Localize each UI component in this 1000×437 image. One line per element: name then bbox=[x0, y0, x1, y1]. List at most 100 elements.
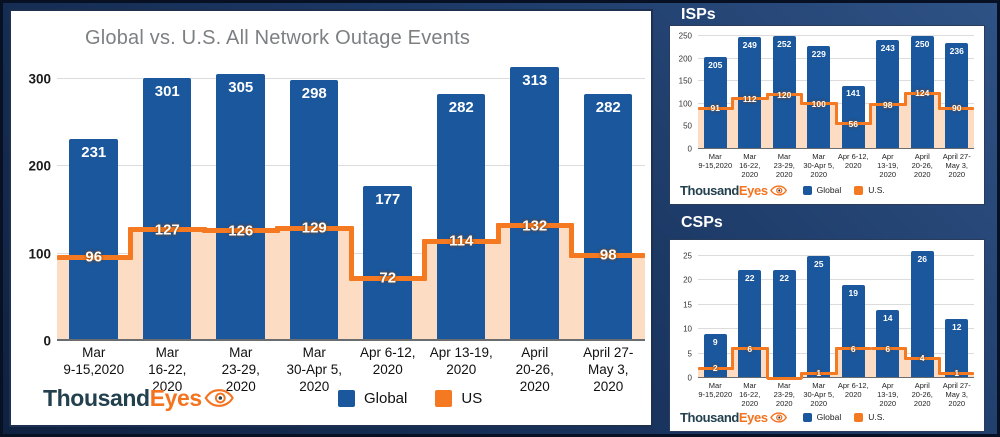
x-axis-label: Mar 9-15,2020 bbox=[698, 381, 733, 399]
gridline bbox=[698, 328, 974, 330]
us-step-line-segment bbox=[801, 102, 836, 106]
bar-value-label: 305 bbox=[228, 79, 254, 97]
bar-value-label: 249 bbox=[742, 39, 757, 50]
us-value-label: 6 bbox=[747, 343, 753, 354]
bar-global bbox=[363, 186, 412, 341]
x-axis-label: April 20-26, 2020 bbox=[515, 345, 554, 394]
bar-value-label: 14 bbox=[883, 312, 893, 323]
bar-value-label: 250 bbox=[915, 39, 930, 50]
us-legend-swatch bbox=[435, 389, 453, 407]
x-axis-label: Apr 13-19, 2020 bbox=[877, 152, 899, 179]
bar-global bbox=[142, 77, 192, 341]
global-legend-swatch bbox=[338, 389, 355, 407]
us-step-line-segment bbox=[939, 106, 974, 110]
isps-panel-title: ISPs bbox=[681, 6, 716, 23]
us-step-line-segment bbox=[732, 347, 767, 351]
us-legend-swatch bbox=[854, 185, 864, 195]
x-axis-label: Mar 16-22, 2020 bbox=[148, 345, 187, 394]
thousandeyes-eye-icon bbox=[769, 184, 787, 196]
us-value-label: 1 bbox=[954, 368, 960, 379]
global-legend-label: Global bbox=[364, 389, 408, 407]
main-chart-card: Global vs. U.S. All Network Outage Event… bbox=[9, 9, 653, 427]
us-step-line-riser bbox=[422, 238, 427, 281]
logo-text-thousand: Thousand bbox=[680, 409, 739, 425]
bar-value-label: 177 bbox=[375, 191, 401, 209]
legend-item-us: US bbox=[435, 389, 483, 407]
legend-item-us: U.S. bbox=[854, 185, 885, 195]
global-legend-label: Global bbox=[816, 185, 842, 195]
x-axis-label: Mar 9-15,2020 bbox=[63, 345, 125, 377]
bar-global bbox=[69, 138, 118, 341]
bar-value-label: 22 bbox=[779, 273, 789, 284]
gridline bbox=[698, 80, 974, 82]
us-step-line-segment bbox=[767, 376, 802, 380]
y-axis: 0 5 10 15 20 25 bbox=[672, 246, 698, 382]
csps-chart-legend: Global U.S. bbox=[802, 412, 898, 422]
us-step-line-segment bbox=[498, 223, 572, 228]
y-axis-tick-label: 50 bbox=[683, 121, 692, 131]
bar-value-label: 301 bbox=[154, 82, 180, 100]
global-legend-swatch bbox=[802, 185, 812, 195]
y-axis-tick-label: 200 bbox=[678, 54, 692, 64]
us-step-line-segment bbox=[732, 97, 767, 101]
isps-chart-legend: Global U.S. bbox=[802, 185, 898, 195]
logo-text-eyes: Eyes bbox=[738, 182, 768, 198]
us-step-line-riser bbox=[569, 223, 574, 258]
x-axis-label: Apr 6-12, 2020 bbox=[837, 381, 869, 399]
us-step-line-riser bbox=[938, 356, 941, 375]
us-step-line-riser bbox=[731, 97, 734, 110]
y-axis-tick-label: 0 bbox=[687, 144, 692, 154]
us-step-line-riser bbox=[938, 91, 941, 110]
us-value-label: 129 bbox=[301, 219, 327, 237]
thousandeyes-logo: Thousand Eyes bbox=[680, 183, 787, 198]
bar-value-label: 243 bbox=[880, 42, 895, 53]
y-axis-tick-label: 20 bbox=[683, 275, 692, 285]
thousandeyes-logo: Thousand Eyes bbox=[43, 385, 234, 412]
us-legend-label: US bbox=[461, 389, 483, 407]
bar-value-label: 298 bbox=[301, 85, 327, 103]
isps-chart-footer: Thousand Eyes Global U.S. bbox=[680, 179, 980, 201]
csps-chart-card: 0 5 10 15 20 25 9 22 22 25 19 14 26 12 2 6 1 6 6 4 1 Mar 9-15… bbox=[669, 239, 985, 432]
csps-chart-plot: 0 5 10 15 20 25 9 22 22 25 19 14 26 12 2 6 1 6 6 4 1 Mar 9-15… bbox=[672, 246, 982, 410]
y-axis-tick-label: 10 bbox=[683, 324, 692, 334]
us-step-line-riser bbox=[800, 371, 803, 380]
us-step-line-segment bbox=[870, 347, 905, 351]
us-step-line-riser bbox=[348, 225, 354, 281]
y-axis-tick-label: 5 bbox=[687, 349, 692, 359]
gridline bbox=[698, 254, 974, 256]
us-step-line-riser bbox=[869, 103, 872, 126]
csps-chart-footer: Thousand Eyes Global U.S. bbox=[680, 406, 980, 428]
y-axis-tick-label: 150 bbox=[678, 76, 692, 86]
us-step-line-riser bbox=[903, 91, 907, 107]
us-value-label: 4 bbox=[919, 353, 925, 364]
us-step-line-riser bbox=[834, 102, 838, 126]
us-step-line-riser bbox=[834, 347, 838, 375]
legend-item-us: U.S. bbox=[854, 412, 885, 422]
us-value-label: 72 bbox=[379, 269, 397, 287]
bar-global bbox=[876, 309, 900, 378]
plot-area: 205 249 252 229 141 243 250 236 91 112 120 100 56 98 1… bbox=[698, 31, 974, 149]
us-step-line-riser bbox=[128, 227, 133, 260]
us-value-label: 90 bbox=[952, 103, 962, 114]
plot-area: 9 22 22 25 19 14 26 12 2 6 1 6 6 4 1 bbox=[698, 246, 974, 380]
bar-value-label: 282 bbox=[595, 99, 621, 117]
us-step-line-segment bbox=[277, 225, 351, 231]
x-axis-label: Mar 23-29, 2020 bbox=[773, 152, 795, 179]
bar-global bbox=[772, 35, 796, 149]
us-step-line-segment bbox=[424, 238, 498, 244]
y-axis: 0 100 200 300 bbox=[17, 61, 57, 349]
bar-value-label: 22 bbox=[745, 273, 755, 284]
bar-global bbox=[510, 67, 559, 341]
us-legend-swatch bbox=[854, 412, 864, 422]
bar-value-label: 26 bbox=[917, 253, 927, 264]
bar-global bbox=[772, 270, 796, 378]
bar-global bbox=[807, 255, 831, 378]
us-value-label: 132 bbox=[522, 217, 548, 234]
us-legend-label: U.S. bbox=[868, 412, 885, 422]
us-value-label: 112 bbox=[742, 93, 757, 104]
bar-value-label: 19 bbox=[848, 288, 858, 299]
y-axis-tick-label: 25 bbox=[683, 251, 692, 261]
x-axis: Mar 9-15,2020 Mar 16-22, 2020 Mar 23-29, 2… bbox=[698, 378, 974, 410]
thousandeyes-eye-icon bbox=[769, 411, 787, 423]
isps-chart-plot: 0 50 100 150 200 250 205 249 252 229 141 243 250 236 9… bbox=[672, 31, 982, 179]
